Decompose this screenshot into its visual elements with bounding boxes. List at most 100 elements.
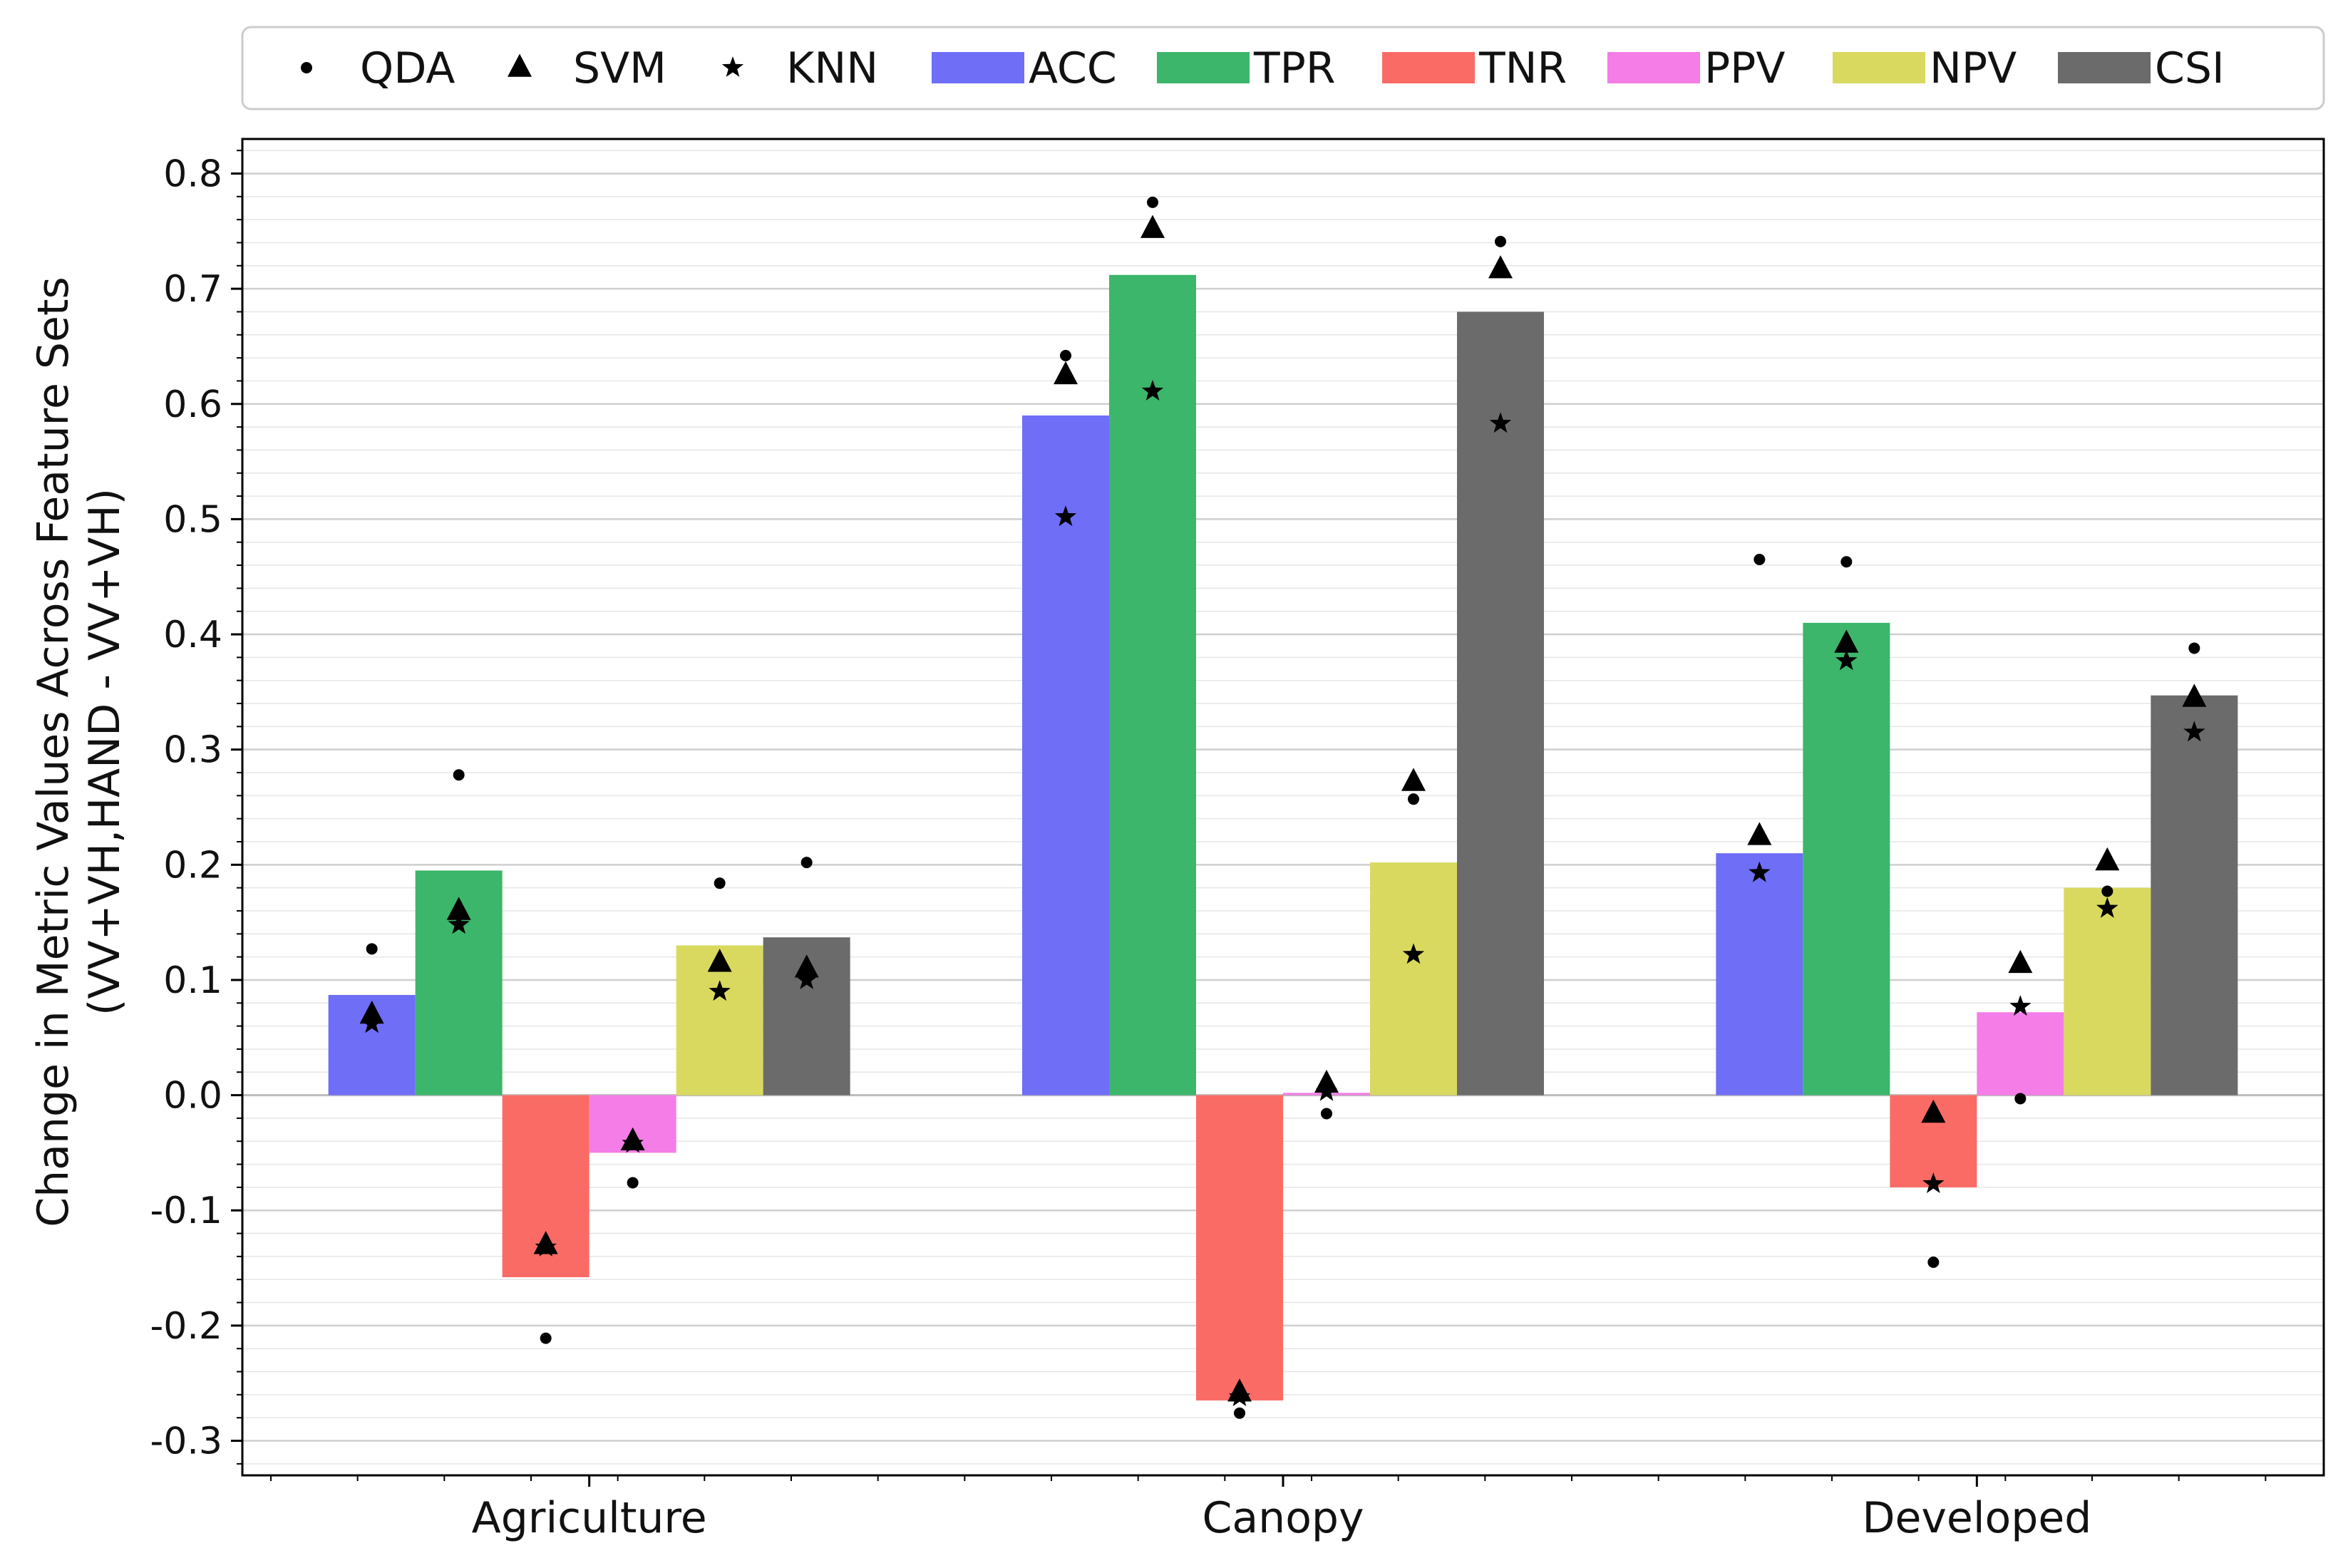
y-axis-title: Change in Metric Values Across Feature S… xyxy=(29,277,130,1227)
legend-label-csi: CSI xyxy=(2155,43,2225,93)
legend-swatch-csi xyxy=(2058,52,2151,83)
marker-svm-npv-canopy xyxy=(1401,768,1426,791)
marker-svm-tnr-developed xyxy=(1921,1099,1946,1123)
y-tick-label: -0.3 xyxy=(150,1420,222,1463)
y-axis-title-line-1: Change in Metric Values Across Feature S… xyxy=(29,277,78,1227)
x-tick-label-canopy: Canopy xyxy=(1203,1493,1364,1543)
marker-knn-tpr-developed xyxy=(1835,649,1858,671)
x-axis: Agriculture Canopy Developed xyxy=(270,1475,2267,1543)
y-tick-label: 0.8 xyxy=(163,153,222,195)
legend-marker-qda xyxy=(301,62,312,73)
bar-npv-developed xyxy=(2064,887,2151,1095)
y-tick-label: -0.2 xyxy=(150,1305,222,1348)
marker-qda-acc-canopy xyxy=(1060,349,1071,361)
marker-qda-npv-developed xyxy=(2101,885,2113,897)
y-axis: -0.3 -0.2 -0.1 0.0 0.1 0.2 0.3 0.4 0.5 0.6 0.7 0.8 xyxy=(150,150,242,1465)
y-tick-label: -0.1 xyxy=(150,1190,222,1232)
marker-knn-ppv-agriculture xyxy=(622,1132,644,1153)
marker-knn-csi-canopy xyxy=(1489,412,1512,433)
marker-knn-npv-agriculture xyxy=(709,980,731,1001)
legend-swatch-acc xyxy=(932,52,1024,83)
bar-tpr-developed xyxy=(1803,622,1890,1095)
legend-items: QDA SVM KNN ACC TPR TNR PPV NPV CSI xyxy=(301,43,2225,93)
marker-qda-acc-developed xyxy=(1754,553,1766,565)
plot-area: -0.3-0.2-0.10.00.10.20.30.40.50.60.70.8 … xyxy=(150,138,2325,1543)
marker-knn-tpr-canopy xyxy=(1141,380,1164,401)
marker-qda-tpr-developed xyxy=(1840,556,1853,568)
legend-marker-knn xyxy=(721,56,744,77)
legend-swatch-tnr xyxy=(1382,52,1475,83)
legend-label-ppv: PPV xyxy=(1704,43,1785,93)
y-tick-label: 0.5 xyxy=(163,498,222,541)
bars-layer xyxy=(328,274,2238,1401)
marker-qda-tnr-agriculture xyxy=(540,1332,552,1344)
marker-knn-csi-agriculture xyxy=(795,969,818,989)
y-tick-label: 0.0 xyxy=(163,1075,222,1118)
markers-layer xyxy=(359,196,2207,1419)
marker-qda-csi-developed xyxy=(2188,642,2200,654)
marker-qda-acc-agriculture xyxy=(366,943,378,955)
y-tick-label: 0.2 xyxy=(163,844,222,887)
marker-knn-npv-developed xyxy=(2096,897,2118,918)
marker-qda-ppv-canopy xyxy=(1321,1108,1332,1120)
y-tick-label: 0.1 xyxy=(163,959,222,1002)
y-axis-title-line-2: (VV+VH,HAND - VV+VH) xyxy=(80,488,130,1016)
marker-svm-npv-developed xyxy=(2095,847,2120,871)
marker-svm-acc-agriculture xyxy=(359,1000,384,1024)
marker-svm-ppv-developed xyxy=(2008,949,2033,974)
legend-label-tpr: TPR xyxy=(1253,43,1336,93)
bar-npv-canopy xyxy=(1370,862,1457,1095)
marker-qda-csi-agriculture xyxy=(800,857,813,869)
bar-tpr-canopy xyxy=(1109,274,1196,1095)
bar-acc-developed xyxy=(1716,853,1803,1095)
legend-swatch-tpr xyxy=(1157,52,1250,83)
marker-qda-tpr-canopy xyxy=(1147,196,1158,208)
y-tick-label: 0.4 xyxy=(163,614,222,656)
y-tick-label: 0.7 xyxy=(163,268,222,311)
marker-qda-tpr-agriculture xyxy=(453,769,465,781)
marker-svm-csi-agriculture xyxy=(794,954,819,978)
legend-label-acc: ACC xyxy=(1029,43,1117,93)
legend-label-svm: SVM xyxy=(573,43,666,93)
marker-svm-csi-canopy xyxy=(1488,255,1513,279)
marker-knn-acc-agriculture xyxy=(361,1012,383,1033)
marker-knn-tnr-developed xyxy=(1922,1172,1945,1193)
legend-swatch-npv xyxy=(1833,52,1925,83)
marker-qda-ppv-developed xyxy=(2014,1093,2027,1105)
marker-qda-npv-canopy xyxy=(1408,793,1419,805)
marker-svm-tpr-developed xyxy=(1834,629,1859,653)
marker-knn-tnr-agriculture xyxy=(535,1236,557,1257)
marker-knn-csi-developed xyxy=(2183,721,2205,742)
bar-tnr-canopy xyxy=(1196,1095,1283,1401)
marker-svm-acc-developed xyxy=(1747,822,1772,845)
legend-marker-svm xyxy=(508,53,532,77)
x-tick-label-agriculture: Agriculture xyxy=(472,1493,707,1543)
legend-label-qda: QDA xyxy=(360,43,455,93)
marker-qda-npv-agriculture xyxy=(714,877,726,889)
marker-svm-tpr-canopy xyxy=(1140,215,1165,238)
marker-knn-tpr-agriculture xyxy=(448,913,470,934)
legend-swatch-ppv xyxy=(1607,52,1700,83)
legend: QDA SVM KNN ACC TPR TNR PPV NPV CSI xyxy=(241,26,2325,110)
marker-knn-acc-developed xyxy=(1749,861,1771,882)
bar-ppv-developed xyxy=(1977,1012,2064,1095)
bar-csi-canopy xyxy=(1457,311,1544,1095)
marker-knn-tnr-canopy xyxy=(1228,1386,1251,1406)
marker-knn-ppv-developed xyxy=(2009,995,2032,1016)
marker-knn-ppv-canopy xyxy=(1315,1080,1338,1101)
marker-svm-acc-canopy xyxy=(1054,361,1078,385)
legend-label-npv: NPV xyxy=(1930,43,2017,93)
legend-frame xyxy=(241,26,2325,110)
legend-label-tnr: TNR xyxy=(1478,43,1567,93)
bar-csi-developed xyxy=(2151,695,2238,1095)
marker-svm-tpr-agriculture xyxy=(446,897,471,920)
marker-qda-csi-canopy xyxy=(1495,235,1506,247)
x-tick-label-developed: Developed xyxy=(1862,1493,2091,1543)
marker-qda-tnr-canopy xyxy=(1234,1407,1245,1419)
marker-svm-csi-developed xyxy=(2182,684,2207,707)
legend-label-knn: KNN xyxy=(786,43,878,93)
y-tick-label: 0.3 xyxy=(163,729,222,772)
marker-qda-ppv-agriculture xyxy=(627,1177,639,1189)
